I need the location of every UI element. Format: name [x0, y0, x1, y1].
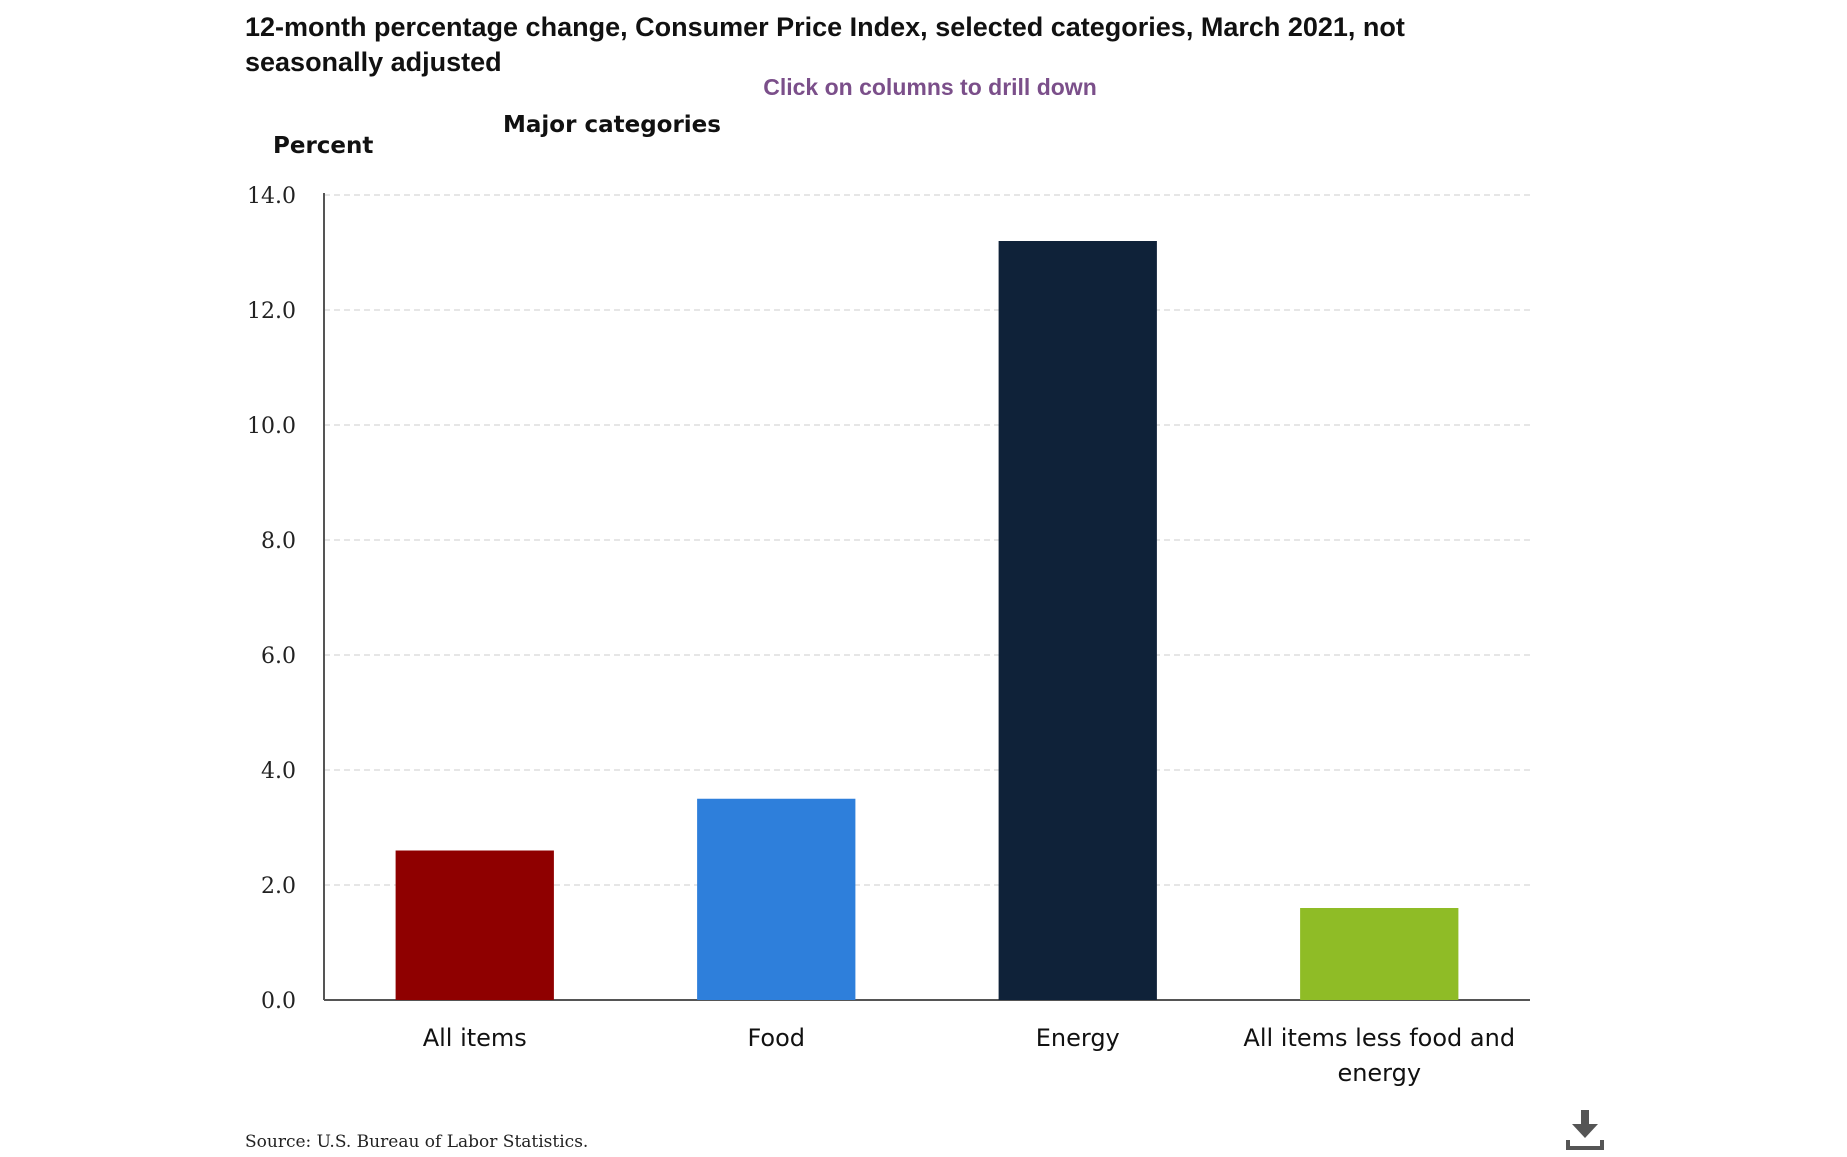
bar[interactable]	[697, 798, 856, 1000]
bar[interactable]	[998, 241, 1157, 1000]
x-tick-label: Food	[747, 1024, 805, 1052]
x-tick-label: All items less food and energy	[1243, 1024, 1515, 1087]
y-tick-label: 10.0	[247, 414, 296, 439]
bar[interactable]	[395, 850, 554, 1001]
x-tick-label: Energy	[1036, 1024, 1120, 1052]
y-tick-label: 0.0	[261, 989, 296, 1014]
download-icon	[1566, 1110, 1604, 1150]
y-tick-label: 6.0	[261, 644, 296, 669]
x-tick-label: All items	[423, 1024, 527, 1052]
bar[interactable]	[1300, 908, 1459, 1000]
download-button[interactable]	[1562, 1108, 1608, 1152]
y-tick-label: 4.0	[261, 759, 296, 784]
y-tick-label: 12.0	[247, 299, 296, 324]
y-axis-unit-label: Percent	[273, 133, 374, 159]
chart-subtitle: Major categories	[503, 112, 721, 138]
drill-down-hint: Click on columns to drill down	[763, 74, 1097, 100]
source-note: Source: U.S. Bureau of Labor Statistics.	[245, 1132, 589, 1152]
y-tick-label: 2.0	[261, 874, 296, 899]
chart-title: 12-month percentage change, Consumer Pri…	[245, 12, 1405, 77]
y-tick-label: 8.0	[261, 529, 296, 554]
y-tick-label: 14.0	[247, 184, 296, 209]
